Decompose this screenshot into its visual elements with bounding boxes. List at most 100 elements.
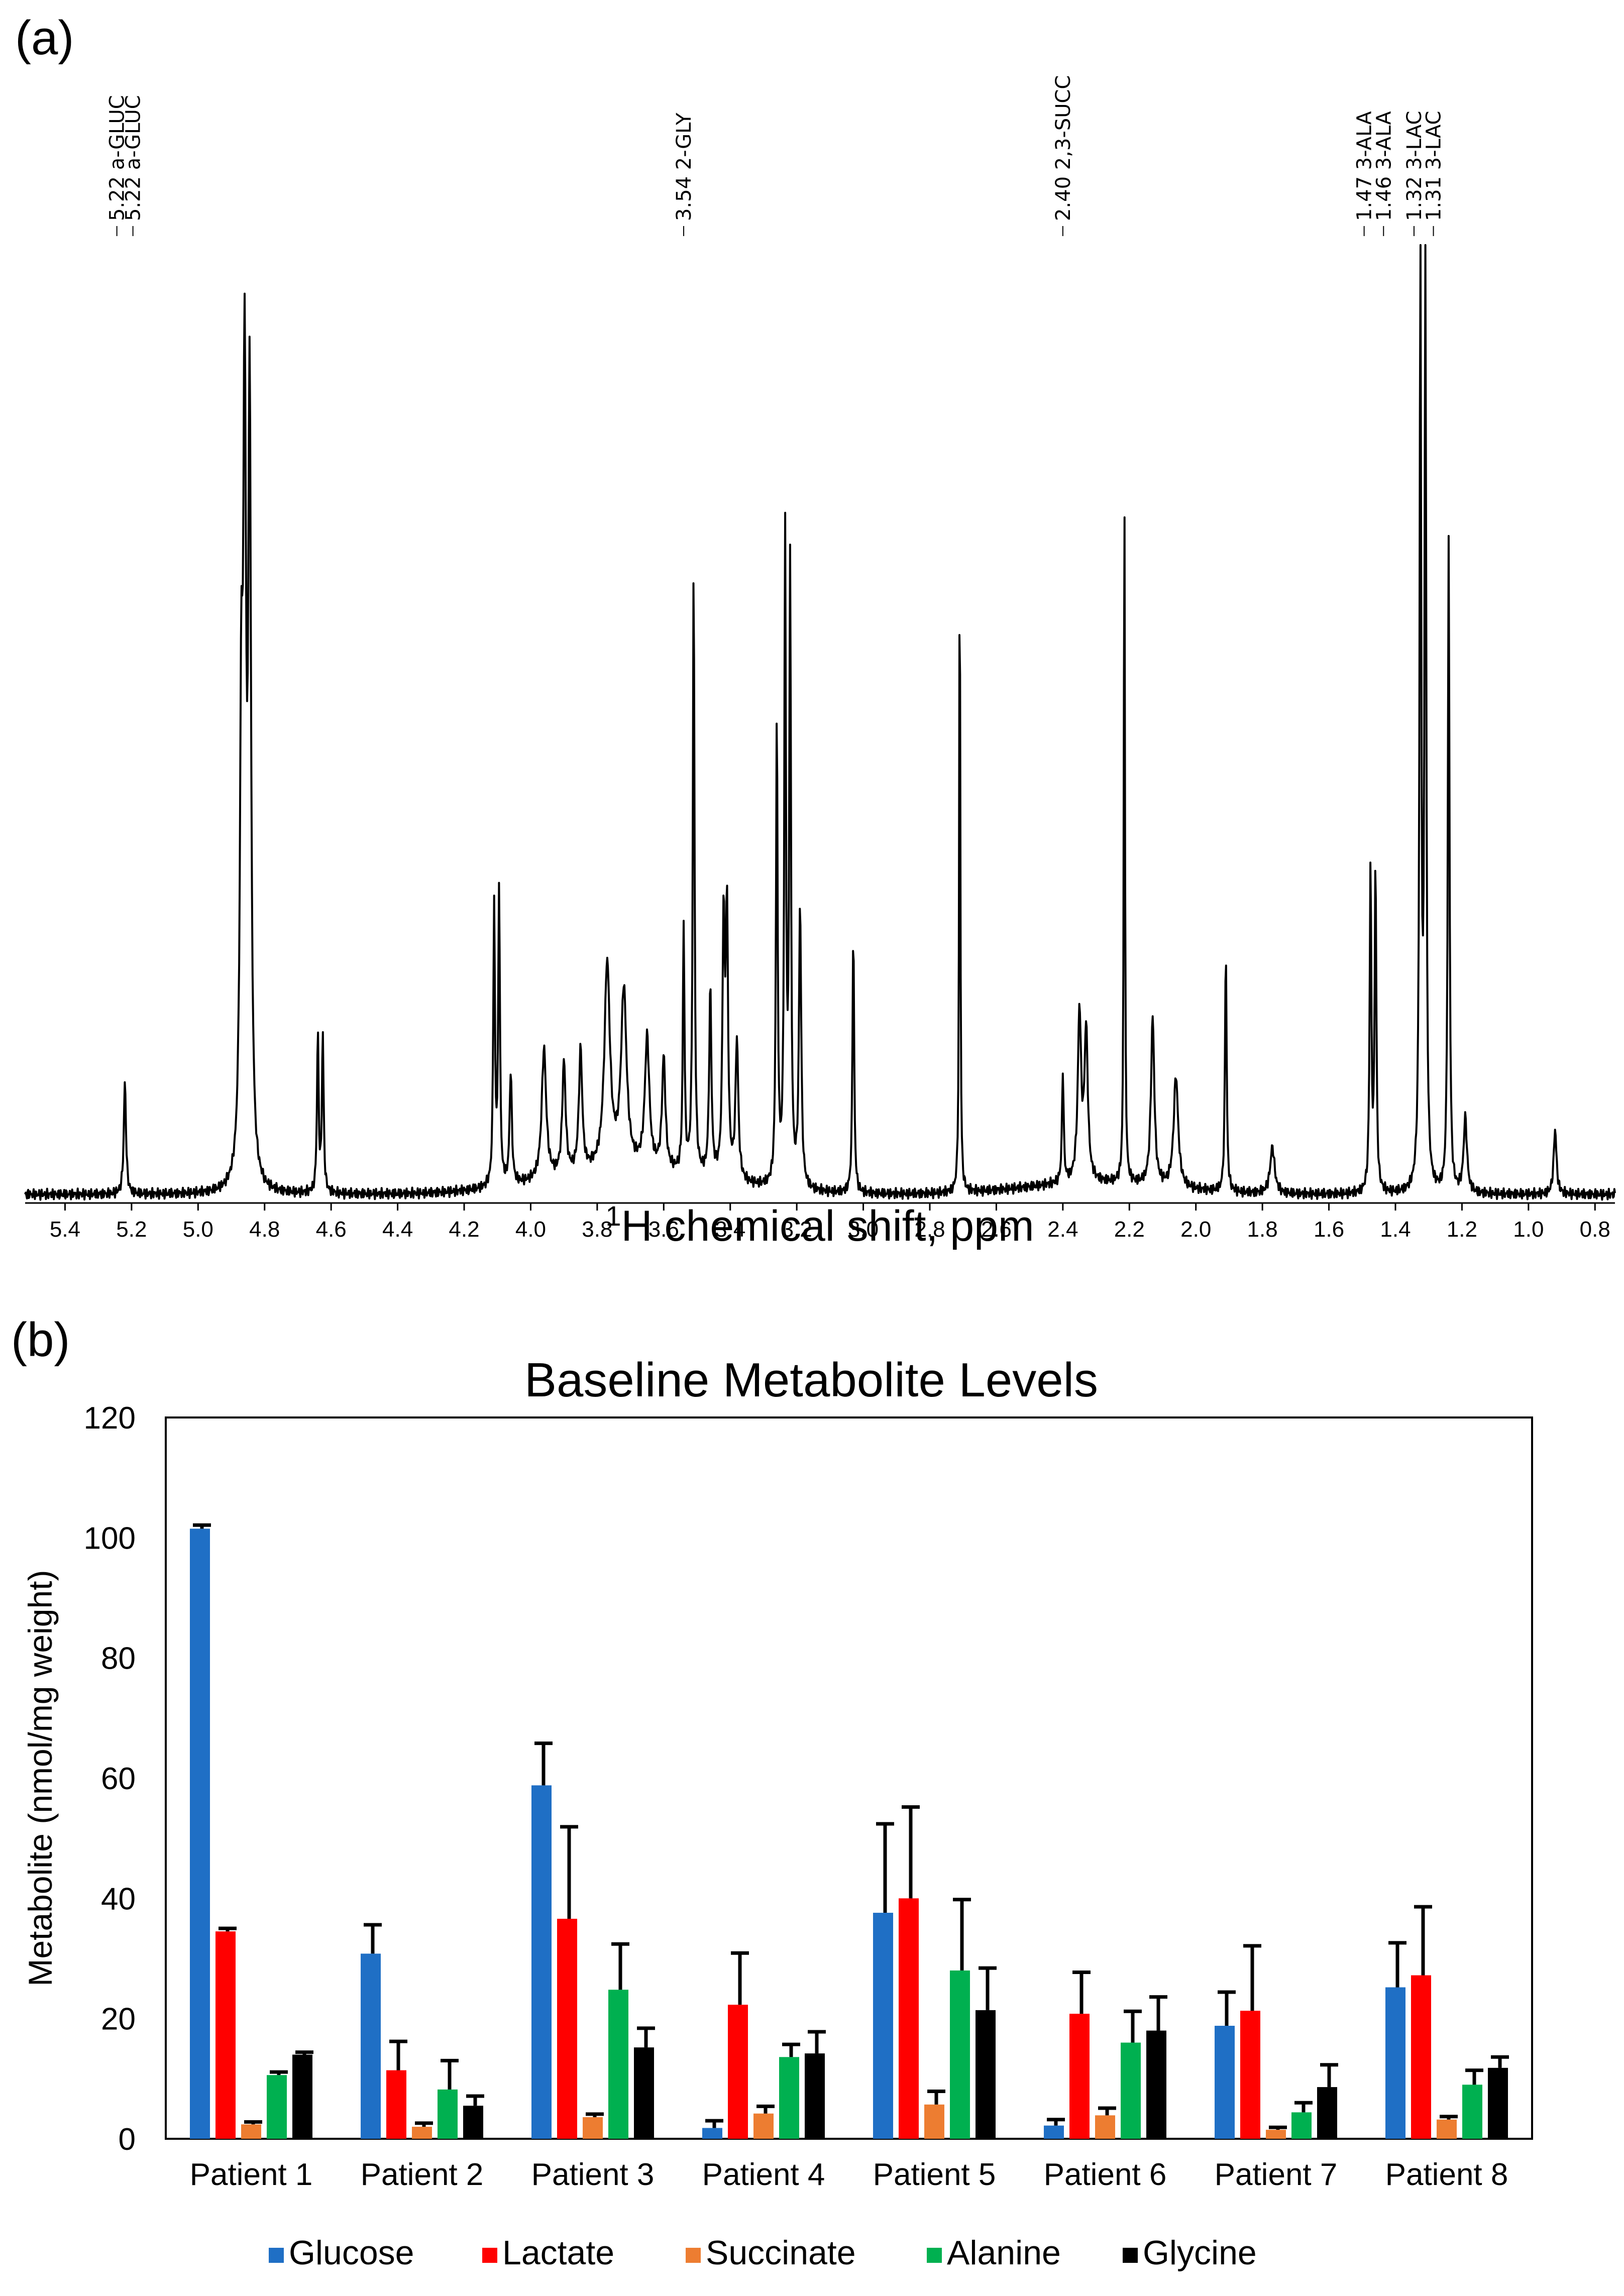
legend-swatch-glycine <box>1123 2248 1138 2263</box>
bar-category-label: Patient 5 <box>873 2157 996 2192</box>
bar-succinate <box>1437 2119 1457 2139</box>
nmr-x-tick-label: 4.6 <box>316 1217 347 1242</box>
nmr-x-tick-label: 3.0 <box>848 1217 879 1242</box>
bar-lactate <box>215 1931 236 2139</box>
bar-alanine <box>267 2075 287 2139</box>
nmr-x-tick-label: 3.6 <box>648 1217 679 1242</box>
bar-alanine <box>608 1990 628 2139</box>
nmr-x-tick-label: 4.2 <box>449 1217 479 1242</box>
nmr-x-tick-label: 0.8 <box>1580 1217 1610 1242</box>
peak-label: 2.40 2,3-SUCC <box>1052 75 1075 221</box>
nmr-x-tick-label: 3.8 <box>582 1217 612 1242</box>
bar-alanine <box>438 2089 458 2139</box>
peak-label: 5.22 a-GLUC <box>122 95 145 221</box>
bar-glucose <box>1385 1987 1405 2139</box>
peak-label: 3.54 2-GLY <box>673 113 696 221</box>
bar-category-label: Patient 8 <box>1385 2157 1508 2192</box>
nmr-x-tick-label: 2.2 <box>1114 1217 1145 1242</box>
bar-glycine <box>1488 2067 1508 2139</box>
bar-category-label: Patient 6 <box>1044 2157 1167 2192</box>
bar-chart-panel: (b) Baseline Metabolite Levels 0 20 40 60 80… <box>11 1313 1533 2272</box>
bar-glucose <box>361 1953 381 2139</box>
legend-swatch-lactate <box>482 2248 497 2263</box>
bar-alanine <box>1121 2042 1141 2139</box>
bar-category-label: Patient 2 <box>361 2157 484 2192</box>
bar-category-label: Patient 7 <box>1215 2157 1338 2192</box>
panel-label-b: (b) <box>11 1313 70 1367</box>
peak-label: 1.46 3-ALA <box>1372 111 1395 221</box>
nmr-x-tick-label: 2.0 <box>1180 1217 1211 1242</box>
bar-y-axis-title: Metabolite (nmol/mg weight) <box>22 1570 59 1987</box>
nmr-x-tick-label: 3.2 <box>782 1217 812 1242</box>
bar-category-label: Patient 1 <box>190 2157 313 2192</box>
bar-plot-frame <box>165 1416 1533 2140</box>
nmr-x-tick-label: 5.2 <box>116 1217 147 1242</box>
legend-label-lactate: Lactate <box>502 2234 614 2272</box>
bar-succinate <box>412 2127 432 2139</box>
peak-label: 1.32 3-LAC <box>1403 111 1426 221</box>
nmr-x-tick-label: 2.8 <box>914 1217 945 1242</box>
legend-label-alanine: Alanine <box>947 2234 1061 2272</box>
bar-category-label: Patient 3 <box>531 2157 655 2192</box>
bar-glycine <box>463 2106 483 2139</box>
nmr-x-tick-label: 4.4 <box>382 1217 413 1242</box>
bar-lactate <box>1411 1975 1431 2139</box>
peak-label: 1.31 3-LAC <box>1423 111 1446 221</box>
nmr-spectrum-trace <box>24 244 1616 1201</box>
peak-label: 5.22 a-GLUC <box>106 95 129 221</box>
nmr-x-axis-title: 1H chemical shift, ppm <box>605 1200 1034 1250</box>
nmr-x-tick-label: 5.0 <box>183 1217 213 1242</box>
peak-label: 1.47 3-ALA <box>1353 111 1376 221</box>
nmr-x-tick-label: 1.8 <box>1247 1217 1278 1242</box>
bar-glycine <box>634 2047 654 2139</box>
bar-y-tick-label: 40 <box>101 1882 136 1916</box>
nmr-x-tick-label: 2.6 <box>981 1217 1012 1242</box>
bar-lactate <box>1069 2014 1090 2139</box>
bar-succinate <box>753 2113 774 2139</box>
nmr-x-tick-label: 1.2 <box>1447 1217 1477 1242</box>
bar-y-tick-label: 100 <box>84 1521 136 1556</box>
legend-label-succinate: Succinate <box>706 2234 856 2272</box>
nmr-x-tick-label: 4.0 <box>515 1217 546 1242</box>
bar-lactate <box>386 2070 406 2139</box>
bar-glucose <box>531 1785 552 2139</box>
bar-succinate <box>1095 2115 1115 2139</box>
bar-glycine <box>976 2010 996 2139</box>
nmr-x-tick-label: 2.4 <box>1047 1217 1078 1242</box>
bar-alanine <box>779 2057 799 2139</box>
bar-succinate <box>924 2104 944 2139</box>
bar-y-ticks: 0 20 40 60 80 100 120 <box>84 1401 136 2157</box>
bar-glucose <box>190 1528 210 2139</box>
nmr-x-tick-label: 3.4 <box>715 1217 745 1242</box>
bar-alanine <box>1462 2085 1482 2139</box>
bar-group <box>190 1523 1509 2139</box>
nmr-x-tick-label: 5.4 <box>50 1217 80 1242</box>
bar-y-tick-label: 120 <box>84 1401 136 1436</box>
bar-succinate <box>1266 2130 1286 2139</box>
bar-glycine <box>1317 2087 1337 2139</box>
bar-glucose <box>873 1913 893 2139</box>
bar-lactate <box>728 2005 748 2139</box>
legend-swatch-glucose <box>269 2248 284 2263</box>
bar-glycine <box>292 2054 312 2139</box>
bar-y-tick-label: 0 <box>119 2122 136 2157</box>
bar-lactate <box>899 1898 919 2139</box>
bar-y-tick-label: 20 <box>101 2002 136 2037</box>
nmr-x-tick-label: 4.8 <box>249 1217 280 1242</box>
bar-alanine <box>1291 2112 1312 2139</box>
bar-lactate <box>557 1919 577 2139</box>
bar-chart-title: Baseline Metabolite Levels <box>524 1353 1098 1407</box>
nmr-x-ticks: 5.4 5.2 5.0 4.8 4.6 4.4 4.2 4.0 3.8 3.6 3.4 3.2 3.0 2… <box>50 1203 1610 1242</box>
bar-y-tick-label: 80 <box>101 1642 136 1676</box>
nmr-x-tick-label: 1.4 <box>1380 1217 1411 1242</box>
legend-swatch-succinate <box>686 2248 701 2263</box>
bar-glucose <box>1215 2026 1235 2139</box>
bar-category-labels: Patient 1 Patient 2 Patient 3 Patient 4 Pati… <box>190 2157 1508 2192</box>
nmr-x-tick-label: 1.0 <box>1513 1217 1544 1242</box>
nmr-x-axis-title-text: H chemical shift, ppm <box>621 1202 1034 1250</box>
bar-lactate <box>1240 2011 1260 2139</box>
bar-succinate <box>583 2117 603 2139</box>
legend-swatch-alanine <box>927 2248 942 2263</box>
